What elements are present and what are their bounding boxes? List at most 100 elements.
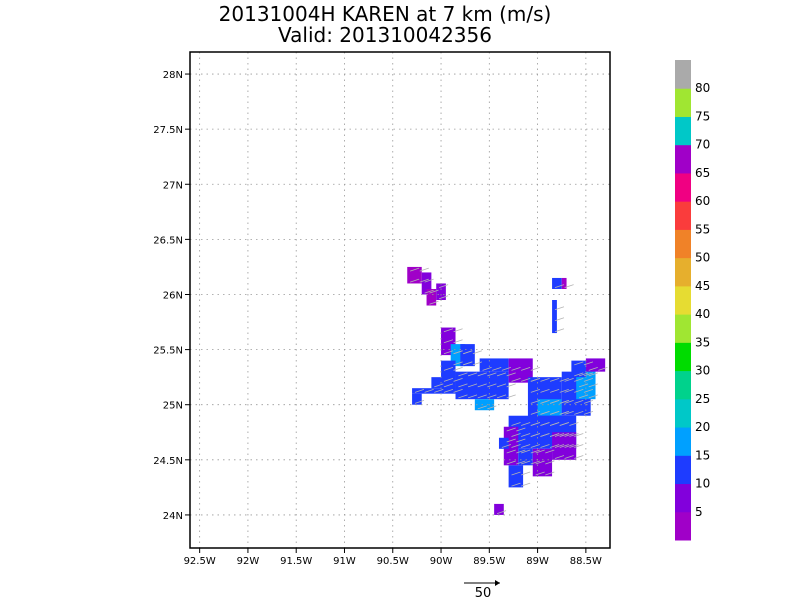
wind-vector: [410, 278, 420, 283]
y-tick-label: 25.5N: [153, 346, 183, 357]
wind-cell: [426, 288, 437, 306]
wind-vector: [564, 284, 574, 289]
y-tick-label: 27.5N: [153, 125, 183, 136]
wind-vector: [434, 389, 444, 393]
x-tick-label: 92.5W: [184, 556, 216, 567]
wind-vector: [521, 377, 531, 382]
colorbar-segment: [675, 285, 691, 315]
colorbar-label: 80: [695, 81, 710, 95]
chart-subtitle: Valid: 201310042356: [278, 23, 492, 47]
wind-cell: [532, 448, 553, 477]
wind-vector: [530, 433, 540, 437]
wind-vector: [540, 400, 550, 404]
wind-vector: [530, 377, 540, 382]
x-tick-label: 90W: [430, 556, 453, 567]
wind-vector: [564, 377, 574, 382]
wind-vector: [487, 372, 497, 377]
wind-vector: [453, 350, 463, 355]
wind-vector: [550, 433, 560, 437]
chart-title: 20131004H KAREN at 7 km (m/s): [218, 2, 552, 26]
wind-cell: [552, 277, 562, 289]
wind-cell: [412, 393, 422, 405]
y-axis: 24N 24.5N 25N 25.5N 26N 26.5N 27N 27.5N 28N: [153, 70, 190, 522]
wind-vector: [467, 394, 478, 399]
wind-vector: [559, 400, 569, 404]
colorbar-label: 50: [695, 251, 710, 265]
wind-vector: [530, 449, 540, 454]
wind-vector: [583, 377, 594, 382]
x-tick-label: 91W: [333, 556, 356, 567]
wind-vector: [487, 394, 497, 399]
wind-vector: [472, 361, 483, 366]
wind-cell: [552, 300, 557, 334]
wind-vector: [540, 411, 550, 415]
colorbar-segment: [675, 144, 691, 174]
wind-vector: [424, 278, 434, 283]
wind-vector: [453, 361, 463, 366]
wind-vector: [583, 361, 594, 366]
wind-vector: [521, 433, 531, 437]
wind-vector: [564, 411, 574, 415]
wind-vector: [501, 366, 511, 371]
wind-vector: [467, 383, 478, 388]
colorbar-segment: [675, 172, 691, 202]
wind-vector: [419, 278, 429, 283]
wind-vector: [559, 377, 569, 382]
colorbar-label: 40: [695, 307, 710, 321]
wind-vector: [540, 389, 550, 393]
wind-vector: [569, 433, 579, 437]
colorbar-segment: [675, 314, 691, 343]
wind-vector: [496, 372, 507, 377]
wind-cell: [474, 399, 495, 411]
wind-vector: [516, 438, 526, 443]
wind-vector: [521, 482, 531, 487]
colorbar-label: 35: [695, 335, 710, 349]
wind-vector: [521, 444, 531, 448]
wind-vector: [516, 427, 526, 432]
x-tick-label: 89W: [526, 556, 549, 567]
wind-vector: [569, 444, 579, 448]
wind-vector: [530, 422, 540, 426]
wind-vector: [583, 372, 594, 377]
colorbar-segment: [675, 398, 691, 428]
wind-vector: [535, 471, 545, 476]
wind-vector: [535, 460, 545, 465]
wind-vector: [578, 372, 589, 377]
wind-cell: [460, 344, 475, 367]
colorbar-segment: [675, 257, 691, 287]
wind-vector: [414, 400, 425, 404]
wind-vector: [511, 422, 521, 426]
wind-vector: [506, 394, 516, 399]
colorbar-segment: [675, 342, 691, 372]
wind-vector: [530, 411, 540, 415]
wind-vector: [521, 366, 531, 371]
wind-vector: [559, 422, 569, 426]
wind-vector: [443, 377, 454, 382]
wind-vector: [583, 400, 594, 404]
wind-vector: [578, 383, 589, 388]
wind-vector: [516, 449, 526, 454]
wind-vector: [574, 433, 584, 437]
colorbar-segment: [675, 370, 691, 400]
wind-vector: [521, 422, 531, 426]
wind-vector: [501, 444, 511, 448]
wind-vector: [429, 289, 439, 294]
wind-vector: [477, 394, 487, 399]
wind-vector: [492, 366, 502, 371]
wind-vector: [559, 411, 569, 415]
wind-vector: [419, 267, 429, 272]
wind-vector: [463, 350, 473, 355]
colorbar-label: 55: [695, 222, 710, 236]
wind-vector: [506, 460, 516, 465]
wind-vector: [559, 444, 569, 448]
wind-vector: [564, 433, 574, 437]
wind-vector: [443, 366, 454, 371]
wind-cell: [508, 465, 524, 488]
colorbar-label: 10: [695, 477, 710, 491]
colorbar-label: 45: [695, 279, 710, 293]
wind-vector: [554, 433, 565, 437]
wind-vector: [496, 510, 507, 515]
wind-vector: [574, 400, 584, 404]
wind-vector: [545, 449, 555, 454]
